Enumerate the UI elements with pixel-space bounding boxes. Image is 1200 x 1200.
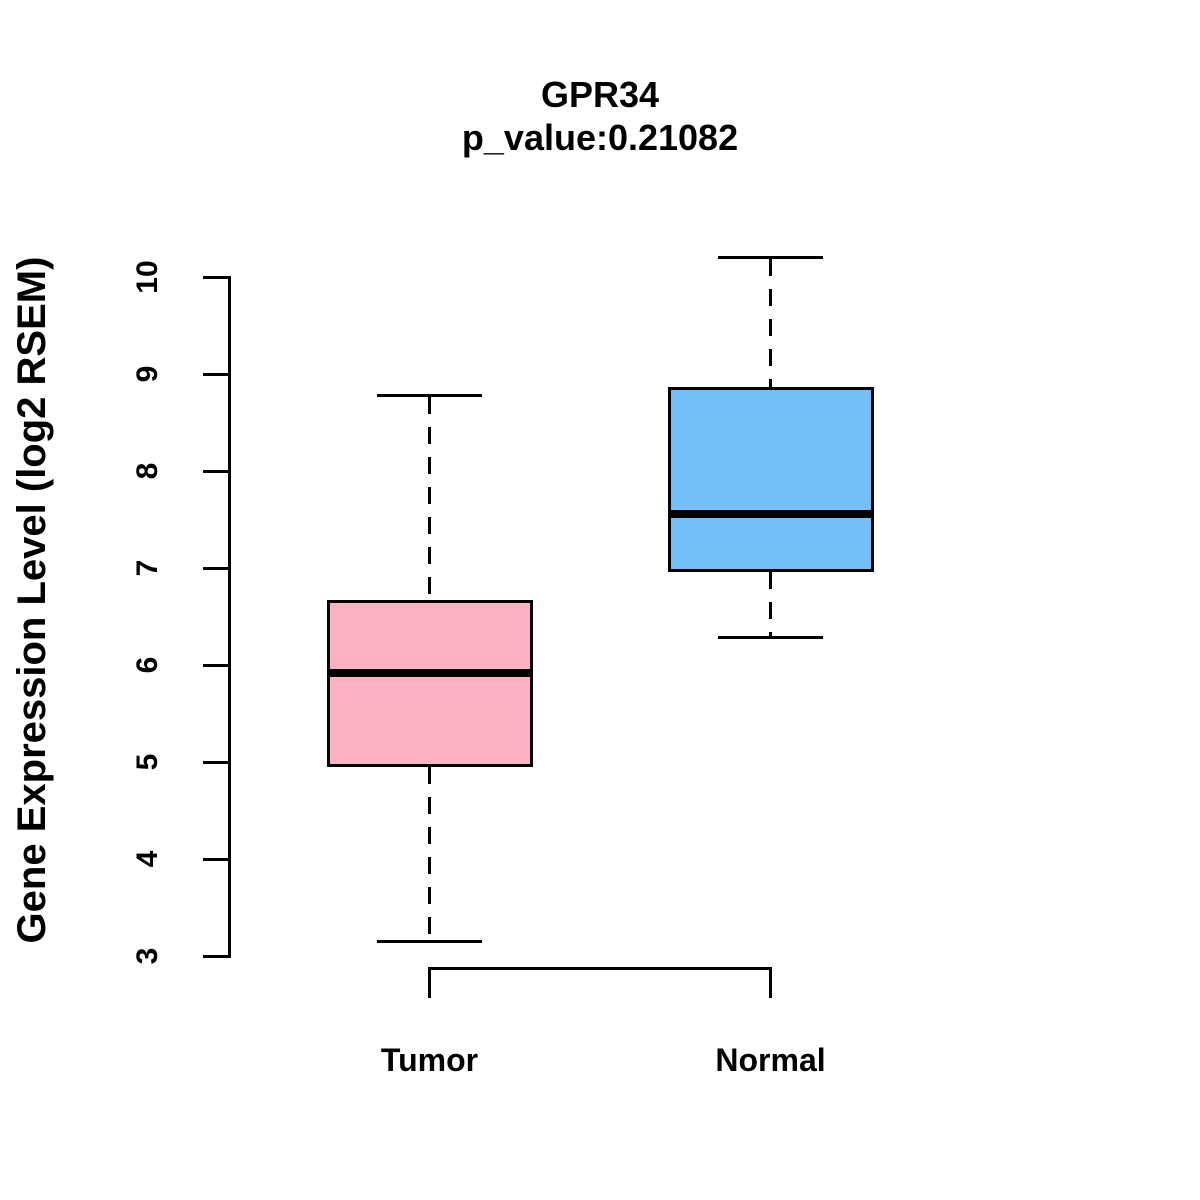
whisker-lower-cap-normal (718, 636, 823, 640)
y-tick-label: 8 (131, 462, 164, 480)
median-line-normal (667, 509, 874, 518)
whisker-lower-stem-tumor (428, 766, 431, 940)
y-tick-label: 3 (131, 947, 164, 965)
y-tick-label: 4 (131, 850, 164, 868)
y-axis-tick (203, 275, 228, 279)
y-tick-label: 9 (131, 365, 164, 383)
y-axis-tick (203, 760, 228, 764)
x-axis-tick-left (428, 967, 431, 998)
y-axis-tick (203, 566, 228, 570)
iqr-box-tumor (326, 600, 533, 767)
whisker-upper-stem-normal (769, 259, 772, 387)
chart-title: GPR34 (540, 74, 660, 115)
y-tick-label: 6 (131, 656, 164, 674)
chart-subtitle-pvalue: p_value:0.21082 (461, 117, 739, 158)
whisker-upper-cap-tumor (377, 393, 482, 397)
whisker-lower-stem-normal (769, 571, 772, 637)
y-tick-label: 10 (131, 260, 164, 294)
whisker-upper-stem-tumor (428, 396, 431, 600)
y-axis-tick (203, 663, 228, 667)
y-axis-tick (203, 857, 228, 861)
y-tick-label: 7 (131, 559, 164, 577)
y-axis-tick (203, 954, 228, 958)
y-axis-label: Gene Expression Level (log2 RSEM) (10, 256, 54, 944)
x-axis-line (428, 967, 772, 970)
x-category-label-tumor: Tumor (380, 1042, 479, 1078)
x-axis-tick-right (769, 967, 772, 998)
y-tick-label: 5 (131, 753, 164, 771)
median-line-tumor (326, 668, 533, 677)
y-axis-tick (203, 372, 228, 376)
whisker-lower-cap-tumor (377, 939, 482, 943)
y-axis-tick (203, 469, 228, 473)
y-axis-line (228, 275, 231, 958)
whisker-upper-cap-normal (718, 256, 823, 260)
x-category-label-normal: Normal (715, 1042, 826, 1078)
iqr-box-normal (667, 386, 874, 572)
